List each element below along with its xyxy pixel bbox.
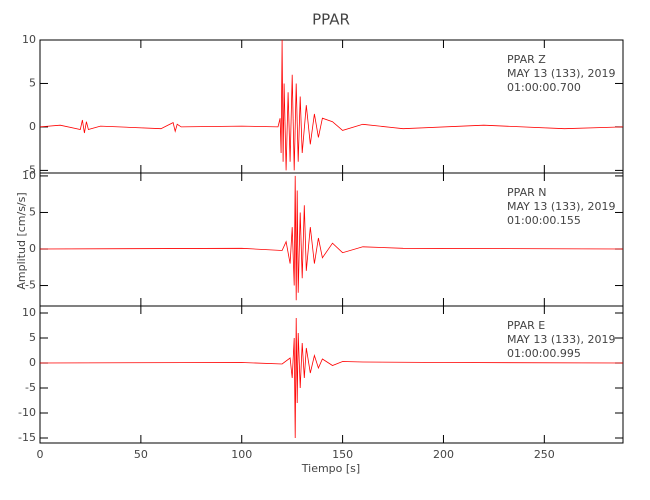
waveform	[40, 175, 623, 301]
annotation: MAY 13 (133), 2019	[507, 67, 615, 80]
y-axis-label: Amplitud [cm/s/s]	[15, 192, 28, 289]
waveform	[40, 40, 623, 171]
x-tick-label: 100	[231, 448, 252, 461]
x-axis-label: Tiempo [s]	[301, 462, 360, 475]
annotation: MAY 13 (133), 2019	[507, 200, 615, 213]
annotation: 01:00:00.995	[507, 347, 581, 360]
x-tick-label: 250	[534, 448, 555, 461]
y-tick-label: -5	[25, 163, 36, 176]
x-tick-label: 0	[37, 448, 44, 461]
y-tick-label: 5	[29, 76, 36, 89]
y-tick-label: 0	[29, 242, 36, 255]
y-tick-label: 0	[29, 120, 36, 133]
waveform	[40, 317, 623, 439]
y-tick-label: 10	[22, 306, 36, 319]
annotation: 01:00:00.155	[507, 214, 581, 227]
y-tick-label: -5	[25, 381, 36, 394]
y-tick-label: -10	[18, 406, 36, 419]
x-tick-label: 50	[134, 448, 148, 461]
x-tick-label: 150	[332, 448, 353, 461]
y-tick-label: 5	[29, 331, 36, 344]
annotation: PPAR Z	[507, 53, 546, 66]
y-tick-label: 0	[29, 356, 36, 369]
chart-title: PPAR	[312, 11, 350, 29]
y-tick-label: -15	[18, 431, 36, 444]
x-tick-label: 200	[433, 448, 454, 461]
annotation: PPAR N	[507, 186, 546, 199]
y-tick-label: -5	[25, 279, 36, 292]
annotation: PPAR E	[507, 319, 545, 332]
annotation: MAY 13 (133), 2019	[507, 333, 615, 346]
annotation: 01:00:00.700	[507, 81, 581, 94]
y-tick-label: 10	[22, 33, 36, 46]
y-tick-label: 10	[22, 169, 36, 182]
y-tick-label: 5	[29, 205, 36, 218]
plot-frame	[39, 305, 624, 444]
